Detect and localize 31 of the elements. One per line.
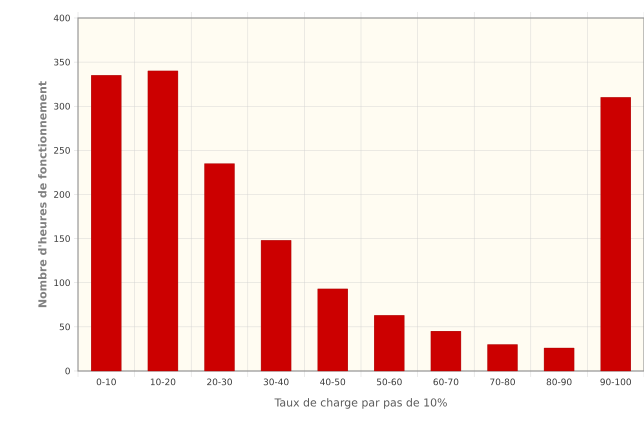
bar <box>544 348 574 372</box>
bar <box>600 97 631 372</box>
y-tick-label: 300 <box>54 102 70 110</box>
x-axis-title: Taux de charge par pas de 10% <box>274 398 447 409</box>
bar <box>91 75 122 372</box>
y-tick-label: 400 <box>54 14 70 22</box>
y-tick-label: 350 <box>54 58 70 66</box>
y-tick-label: 100 <box>54 279 70 286</box>
y-axis-title: Nombre d'heures de fonctionnement <box>38 81 47 308</box>
x-tick-label: 80-90 <box>546 378 572 386</box>
y-tick-label: 50 <box>60 323 70 330</box>
x-tick-label: 50-60 <box>376 378 402 386</box>
bar <box>374 315 405 372</box>
y-tick-label: 200 <box>54 191 70 198</box>
bar <box>487 344 518 372</box>
x-tick-label: 10-20 <box>150 378 176 386</box>
y-tick-label: 250 <box>54 146 70 154</box>
x-tick-label: 0-10 <box>96 378 116 386</box>
x-tick-label: 20-30 <box>207 378 232 386</box>
x-tick-label: 30-40 <box>264 378 289 386</box>
x-tick-label: 90-100 <box>600 378 631 386</box>
x-tick-label: 40-50 <box>320 378 346 386</box>
x-tick-label: 60-70 <box>434 378 458 386</box>
x-tick-label: 70-80 <box>490 378 515 386</box>
bar <box>430 331 462 372</box>
bar <box>260 240 292 372</box>
y-tick-label: 150 <box>54 235 70 242</box>
bar <box>318 288 348 372</box>
y-tick-label: 0 <box>65 368 70 374</box>
bar <box>204 163 235 372</box>
bar <box>148 70 178 372</box>
